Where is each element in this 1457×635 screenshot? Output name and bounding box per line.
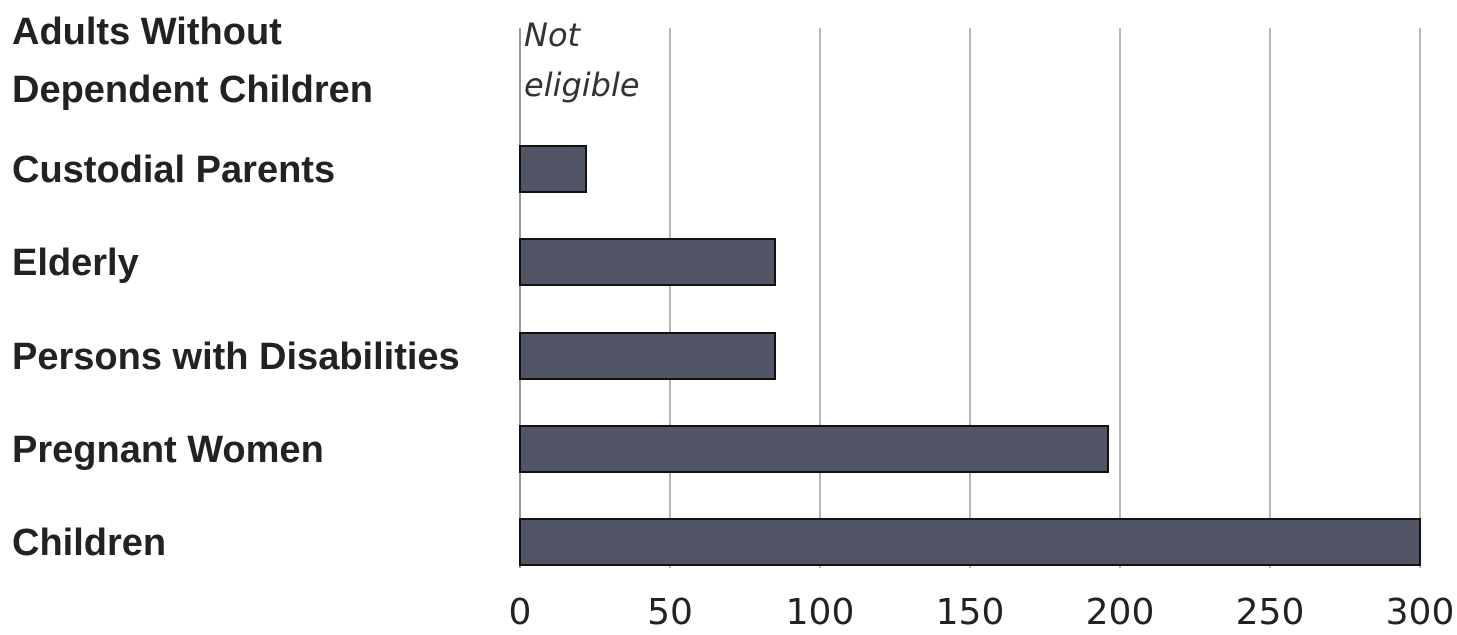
annotations: Not eligible	[524, 16, 640, 104]
x-tick-label: 150	[936, 592, 1005, 633]
x-tick-label: 100	[786, 592, 855, 633]
bar	[519, 238, 776, 286]
category-label: Adults Without	[12, 11, 282, 53]
category-label: Pregnant Women	[12, 429, 324, 471]
bar	[519, 518, 1421, 566]
category-label: Children	[12, 522, 166, 564]
x-tick-label: 200	[1086, 592, 1155, 633]
x-tick-label: 300	[1386, 592, 1455, 633]
category-labels: Adults Without Dependent Children Custodia…	[12, 11, 460, 564]
grid-layer	[519, 28, 1421, 568]
bar	[519, 145, 587, 193]
not-eligible-annotation: Not	[524, 16, 582, 54]
bar	[519, 425, 1109, 473]
bar	[519, 332, 776, 380]
x-axis-tick-labels: 0 50 100 150 200 250 300	[509, 592, 1455, 633]
bars-layer	[519, 145, 1421, 566]
x-tick-label: 250	[1236, 592, 1305, 633]
x-tick-label: 50	[647, 592, 693, 633]
category-label: Persons with Disabilities	[12, 336, 460, 378]
category-label: Elderly	[12, 242, 139, 284]
not-eligible-annotation: eligible	[524, 66, 640, 104]
x-tick-label: 0	[509, 592, 532, 633]
category-label: Dependent Children	[12, 69, 373, 111]
category-label: Custodial Parents	[12, 149, 335, 191]
